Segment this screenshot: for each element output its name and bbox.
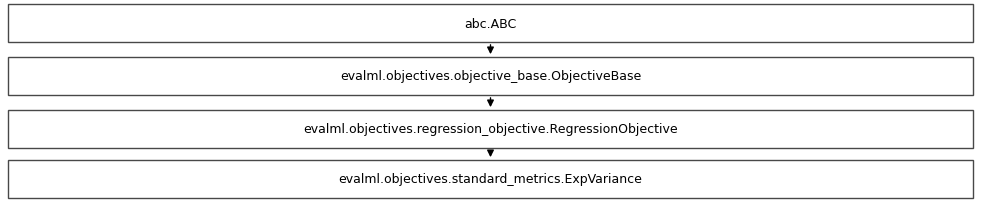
Bar <box>8 110 973 148</box>
Text: abc.ABC: abc.ABC <box>464 17 517 30</box>
Bar <box>8 160 973 198</box>
Bar <box>8 5 973 43</box>
Bar <box>8 58 973 96</box>
Text: evalml.objectives.objective_base.ObjectiveBase: evalml.objectives.objective_base.Objecti… <box>339 70 642 83</box>
Text: evalml.objectives.regression_objective.RegressionObjective: evalml.objectives.regression_objective.R… <box>303 123 678 136</box>
Text: evalml.objectives.standard_metrics.ExpVariance: evalml.objectives.standard_metrics.ExpVa… <box>338 173 643 186</box>
